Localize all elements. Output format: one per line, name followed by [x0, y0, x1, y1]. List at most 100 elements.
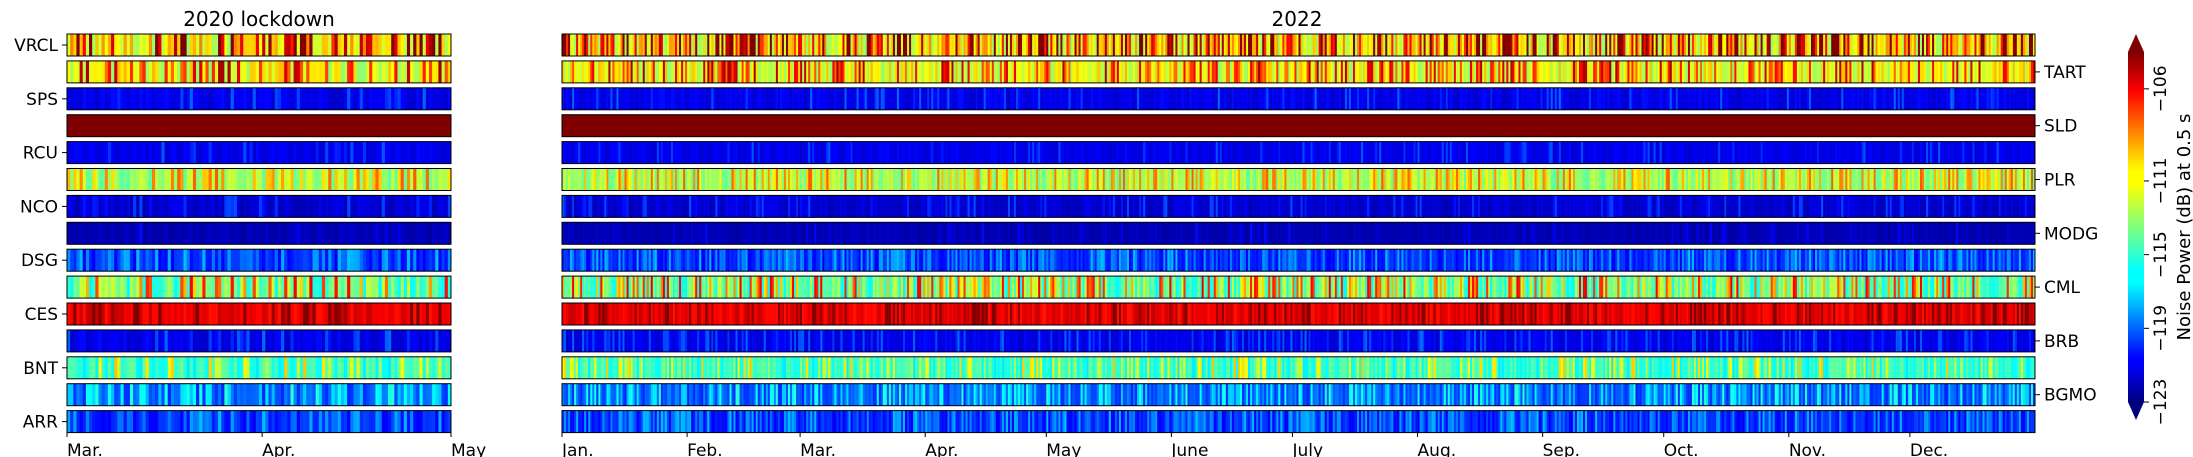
heatmap-cell	[796, 114, 799, 137]
heatmap-cell	[123, 410, 128, 433]
heatmap-cell	[1992, 87, 1995, 110]
heatmap-cell	[670, 60, 674, 83]
heatmap-cell	[973, 114, 976, 137]
heatmap-cell	[590, 34, 593, 56]
heatmap-cell	[151, 249, 156, 272]
heatmap-cell	[155, 276, 159, 299]
heatmap-cell	[800, 60, 803, 83]
heatmap-cell	[321, 87, 326, 110]
heatmap-cell	[1225, 87, 1229, 110]
heatmap-cell	[252, 276, 257, 299]
heatmap-cell	[1334, 60, 1338, 83]
heatmap-cell	[1809, 87, 1812, 110]
heatmap-cell	[975, 87, 979, 110]
heatmap-cell	[1244, 114, 1247, 137]
heatmap-cell	[1165, 114, 1168, 137]
heatmap-cell	[737, 114, 740, 137]
heatmap-cell	[983, 60, 987, 83]
heatmap-cell	[328, 60, 332, 83]
heatmap-cell	[1076, 60, 1079, 83]
heatmap-cell	[1611, 114, 1614, 137]
heatmap-cell	[375, 87, 379, 110]
heatmap-cell	[1088, 114, 1092, 137]
heatmap-cell	[2002, 114, 2006, 137]
heatmap-cell	[101, 249, 106, 272]
heatmap-cell	[562, 114, 565, 137]
heatmap-cell	[836, 141, 839, 164]
heatmap-cell	[1667, 60, 1671, 83]
heatmap-cell	[73, 87, 77, 110]
heatmap-cell	[142, 60, 147, 83]
heatmap-cell	[824, 141, 827, 164]
heatmap-cell	[343, 60, 348, 83]
heatmap-cell	[416, 303, 420, 325]
heatmap-cell	[406, 114, 411, 137]
heatmap-cell	[394, 87, 398, 110]
heatmap-cell	[359, 168, 364, 191]
heatmap-cell	[1385, 114, 1388, 137]
heatmap-cell	[142, 141, 147, 164]
heatmap-cell	[1022, 34, 1025, 56]
heatmap-cell	[1032, 34, 1035, 56]
heatmap-cell	[737, 87, 740, 110]
heatmap-cell	[139, 60, 143, 83]
heatmap-cell	[167, 141, 172, 164]
heatmap-cell	[180, 195, 184, 218]
heatmap-cell	[362, 303, 367, 325]
heatmap-cell	[874, 141, 878, 164]
heatmap-cell	[205, 329, 209, 352]
heatmap-cell	[1088, 34, 1092, 56]
heatmap-cell	[1942, 60, 1945, 83]
heatmap-cell	[1151, 114, 1154, 137]
heatmap-cell	[196, 356, 200, 379]
heatmap-cell	[983, 114, 987, 137]
heatmap-cell	[202, 60, 206, 83]
heatmap-cell	[315, 34, 320, 56]
heatmap-cell	[1068, 87, 1071, 110]
heatmap-cell	[1165, 34, 1168, 56]
heatmap-cell	[1389, 87, 1392, 110]
heatmap-cell	[139, 87, 143, 110]
heatmap-cell	[1633, 34, 1636, 56]
heatmap-cell	[2002, 60, 2006, 83]
heatmap-cell	[965, 60, 968, 83]
heatmap-cell	[1726, 114, 1729, 137]
heatmap-cell	[123, 114, 128, 137]
heatmap-cell	[1554, 60, 1558, 83]
heatmap-cell	[1361, 34, 1364, 56]
heatmap-cell	[224, 114, 228, 137]
heatmap-cell	[343, 114, 348, 137]
heatmap-cell	[353, 195, 357, 218]
heatmap-cell	[1580, 34, 1584, 56]
heatmap-cell	[1153, 60, 1156, 83]
heatmap-cell	[860, 87, 864, 110]
heatmap-cell	[240, 34, 244, 56]
heatmap-cell	[306, 87, 310, 110]
heatmap-cell	[1433, 60, 1437, 83]
heatmap-cell	[107, 249, 112, 272]
heatmap-cell	[1300, 34, 1303, 56]
heatmap-cell	[664, 114, 668, 137]
heatmap-cell	[1122, 60, 1126, 83]
heatmap-cell	[642, 60, 646, 83]
heatmap-cell	[340, 168, 345, 191]
heatmap-cell	[1704, 114, 1707, 137]
heatmap-cell	[616, 60, 619, 83]
heatmap-cell	[1946, 114, 1949, 137]
heatmap-cell	[713, 114, 716, 137]
heatmap-cell	[1901, 34, 1905, 56]
heatmap-rows-2022	[561, 33, 2036, 434]
heatmap-cell	[717, 141, 720, 164]
heatmap-cell	[400, 141, 405, 164]
heatmap-cell	[196, 60, 200, 83]
heatmap-cell	[1994, 87, 1998, 110]
heatmap-cell	[596, 141, 599, 164]
heatmap-cell	[1387, 34, 1390, 56]
heatmap-cell	[1905, 60, 1909, 83]
heatmap-cell	[211, 141, 216, 164]
heatmap-cell	[790, 34, 793, 56]
heatmap-cell	[1895, 114, 1899, 137]
heatmap-cell	[622, 114, 625, 137]
heatmap-cell	[1199, 87, 1202, 110]
heatmap-cell	[277, 168, 282, 191]
